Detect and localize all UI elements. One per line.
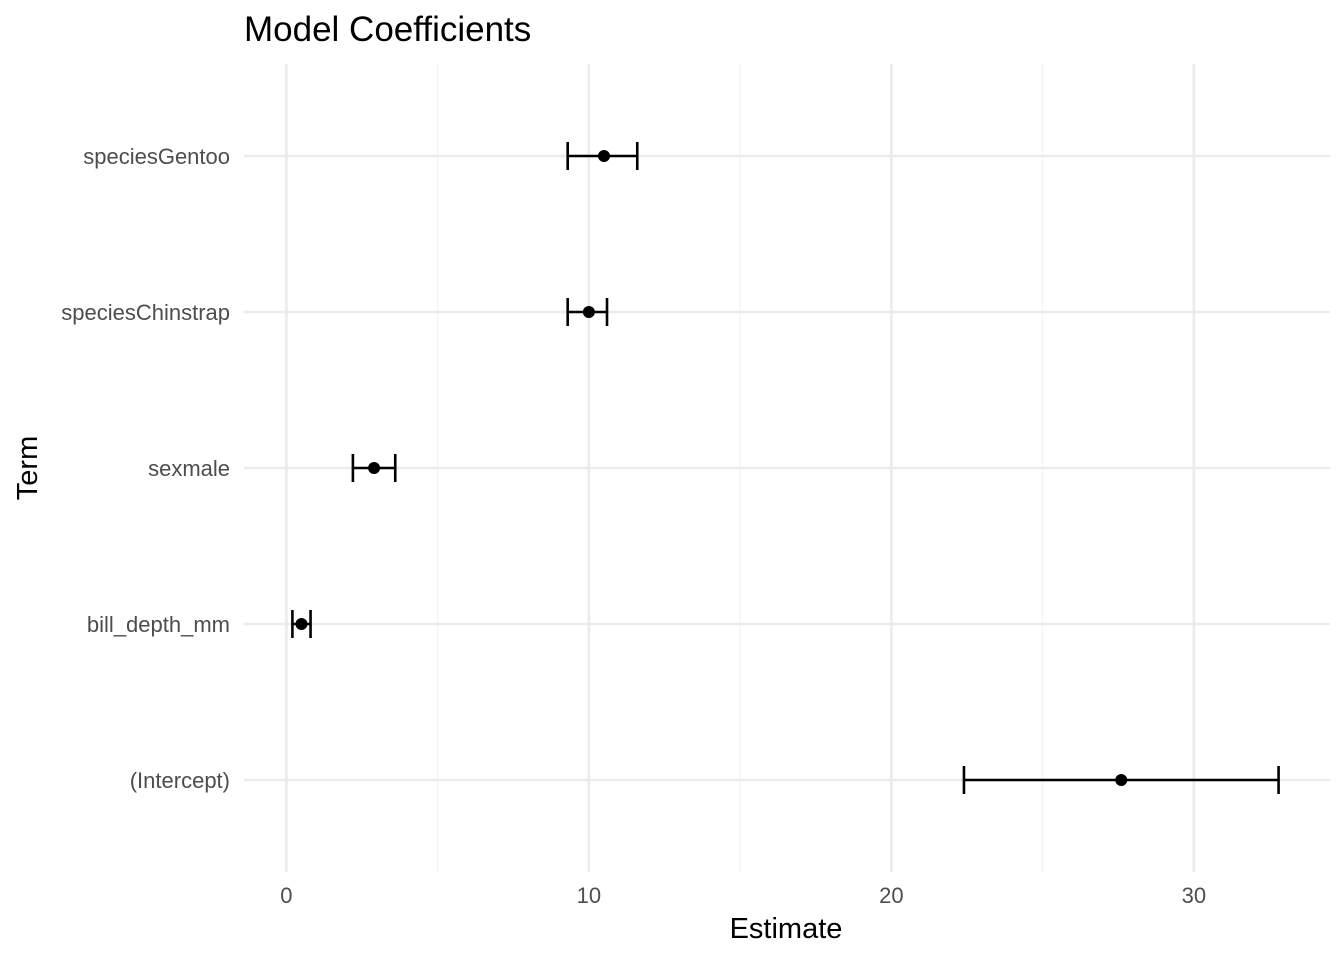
grid-layer — [244, 64, 1330, 872]
y-tick-label: speciesGentoo — [83, 144, 230, 169]
y-axis-tick-labels: (Intercept) bill_depth_mm sexmale speciesCh… — [61, 144, 230, 793]
estimate-point — [295, 618, 308, 630]
y-tick-label: bill_depth_mm — [87, 612, 230, 637]
y-axis-title: Term — [12, 436, 44, 500]
y-tick-label: (Intercept) — [130, 768, 230, 793]
x-tick-label: 20 — [879, 883, 903, 908]
x-axis-title: Estimate — [730, 913, 843, 945]
estimate-point — [1115, 774, 1128, 786]
y-tick-label: speciesChinstrap — [61, 300, 230, 325]
x-tick-label: 10 — [577, 883, 601, 908]
estimate-point — [597, 150, 610, 162]
y-tick-label: sexmale — [148, 456, 230, 481]
estimate-point — [582, 306, 595, 318]
x-axis-tick-labels: 0 10 20 30 — [280, 883, 1206, 908]
estimate-point — [368, 462, 381, 474]
x-tick-label: 30 — [1182, 883, 1206, 908]
chart-title: Model Coefficients — [244, 10, 531, 49]
x-tick-label: 0 — [280, 883, 292, 908]
point-layer — [295, 150, 1128, 786]
